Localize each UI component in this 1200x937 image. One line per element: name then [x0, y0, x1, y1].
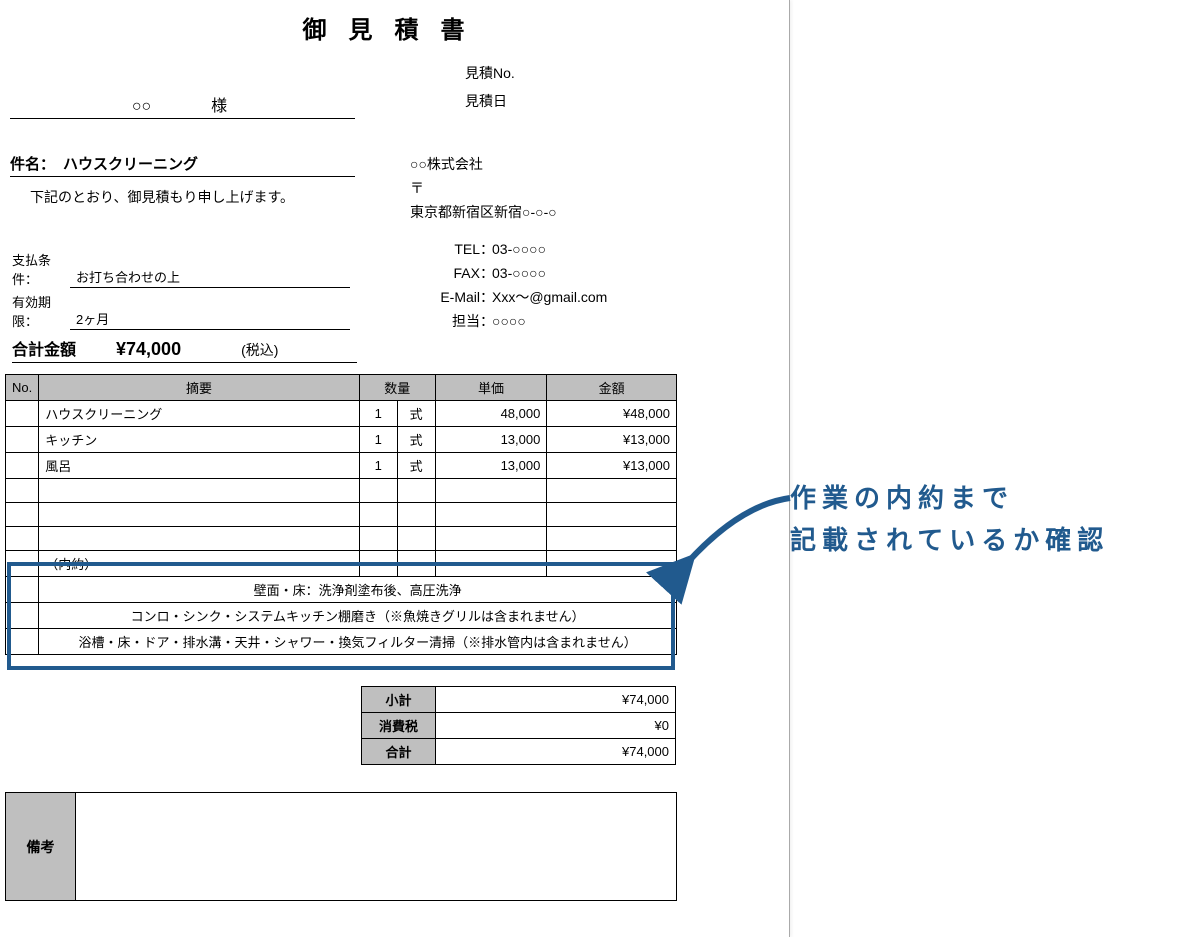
remarks-table: 備考 [5, 792, 677, 901]
remarks-label: 備考 [6, 793, 76, 901]
document-title: 御見積書 [10, 10, 779, 45]
quote-no-label: 見積No. [465, 63, 515, 83]
subject-line: 件名： ハウスクリーニング [10, 153, 355, 177]
quote-meta: 見積No. 見積日 [465, 63, 515, 119]
valid-label: 有効期限： [12, 292, 70, 330]
items-table: No. 摘要 数量 単価 金額 ハウスクリーニング1式48,000¥48,000… [5, 374, 677, 655]
tel-label: TEL [410, 238, 480, 262]
table-row-empty [6, 503, 677, 527]
terms-block: 支払条件： お打ち合わせの上 有効期限： 2ヶ月 [12, 250, 350, 334]
email-label: E-Mail [410, 286, 480, 310]
fax-value: 03-○○○○ [492, 262, 546, 286]
tax-value: ¥0 [436, 713, 676, 739]
person-value: ○○○○ [492, 310, 526, 334]
table-row: 風呂1式13,000¥13,000 [6, 453, 677, 479]
table-row: ハウスクリーニング1式48,000¥48,000 [6, 401, 677, 427]
total-label: 合計 [362, 739, 436, 765]
totals-table: 小計 ¥74,000 消費税 ¥0 合計 ¥74,000 [361, 686, 676, 765]
client-suffix: 様 [211, 92, 227, 116]
breakdown-row: 壁面・床：洗浄剤塗布後、高圧洗浄 [6, 577, 677, 603]
total-value: ¥74,000 [436, 739, 676, 765]
th-amount: 金額 [547, 375, 677, 401]
payment-label: 支払条件： [12, 250, 70, 288]
breakdown-header-row: （内約） [6, 551, 677, 577]
subject-value: ハウスクリーニング [63, 153, 198, 174]
breakdown-row: コンロ・シンク・システムキッチン棚磨き（※魚焼きグリルは含まれません） [6, 603, 677, 629]
breakdown-row: 浴槽・床・ドア・排水溝・天井・シャワー・換気フィルター清掃（※排水管内は含まれま… [6, 629, 677, 655]
email-value: Xxx～@gmail.com [492, 286, 607, 310]
th-qty: 数量 [359, 375, 435, 401]
annotation-text: 作業の内約まで 記載されているか確認 [790, 478, 1109, 561]
company-address: 東京都新宿区新宿○-○-○ [410, 201, 607, 225]
annotation-line1: 作業の内約まで [790, 478, 1109, 520]
th-no: No. [6, 375, 39, 401]
grand-total-tax: (税込) [241, 340, 278, 360]
estimate-document: 御見積書 ○○ 様 見積No. 見積日 件名： ハウスクリーニング 下記のとおり… [0, 0, 790, 937]
company-name: ○○株式会社 [410, 153, 607, 177]
table-row-empty [6, 527, 677, 551]
person-label: 担当 [410, 310, 480, 334]
table-row-empty [6, 479, 677, 503]
annotation-arrow-icon [680, 490, 800, 580]
tel-value: 03-○○○○ [492, 238, 546, 262]
grand-total-amount: ¥74,000 [116, 339, 181, 360]
valid-value: 2ヶ月 [70, 309, 350, 330]
table-row: キッチン1式13,000¥13,000 [6, 427, 677, 453]
th-price: 単価 [435, 375, 547, 401]
grand-total-line: 合計金額 ¥74,000 (税込) [12, 336, 357, 363]
payment-value: お打ち合わせの上 [70, 267, 350, 288]
greeting-text: 下記のとおり、御見積もり申し上げます。 [10, 187, 410, 207]
remarks-value [76, 793, 677, 901]
annotation-line2: 記載されているか確認 [790, 520, 1109, 562]
grand-total-label: 合計金額 [12, 336, 76, 360]
client-name: ○○ [132, 98, 151, 116]
subtotal-label: 小計 [362, 687, 436, 713]
contact-block: TEL ： 03-○○○○ FAX ： 03-○○○○ E-Mail ： Xxx… [410, 238, 607, 333]
company-block: ○○株式会社 〒 東京都新宿区新宿○-○-○ [410, 153, 607, 224]
client-line: ○○ 様 [10, 63, 355, 119]
th-desc: 摘要 [39, 375, 360, 401]
company-postal: 〒 [410, 177, 607, 201]
quote-date-label: 見積日 [465, 91, 515, 111]
subject-label: 件名： [10, 153, 55, 174]
fax-label: FAX [410, 262, 480, 286]
tax-label: 消費税 [362, 713, 436, 739]
subtotal-value: ¥74,000 [436, 687, 676, 713]
